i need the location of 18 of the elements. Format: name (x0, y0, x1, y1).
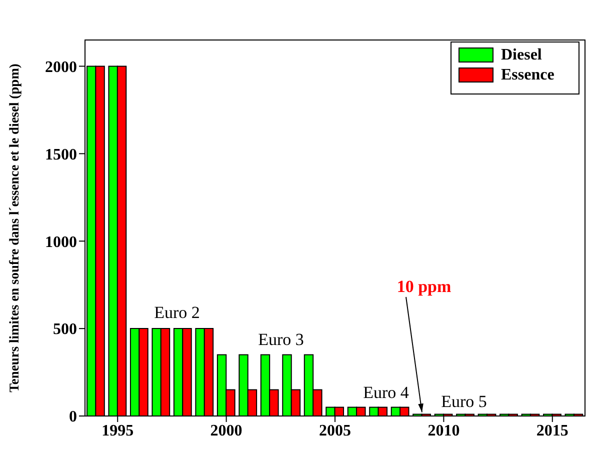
x-tick-label: 1995 (102, 422, 134, 440)
x-tick-label: 2000 (210, 422, 242, 440)
annotation: 10 ppm (396, 277, 452, 296)
y-tick-label: 2000 (45, 58, 77, 76)
y-axis-title: Teneurs limites en soufre dans l´essence et le diesel (ppm) (6, 64, 22, 392)
y-tick-label: 1000 (45, 234, 77, 251)
legend-label: Diesel (501, 46, 542, 64)
annotation: Euro 2 (154, 303, 200, 322)
x-tick-label: 2010 (428, 422, 460, 440)
x-tick-label: 2015 (536, 422, 568, 440)
y-tick-label: 1500 (45, 146, 77, 164)
annotation: Euro 3 (258, 330, 304, 349)
y-tick-label: 500 (53, 321, 77, 338)
x-tick-label: 2005 (319, 422, 351, 440)
legend-label: Essence (501, 66, 554, 84)
annotation: Euro 4 (363, 383, 410, 402)
y-tick-label: 0 (69, 408, 77, 426)
annotation: Euro 5 (441, 392, 487, 411)
